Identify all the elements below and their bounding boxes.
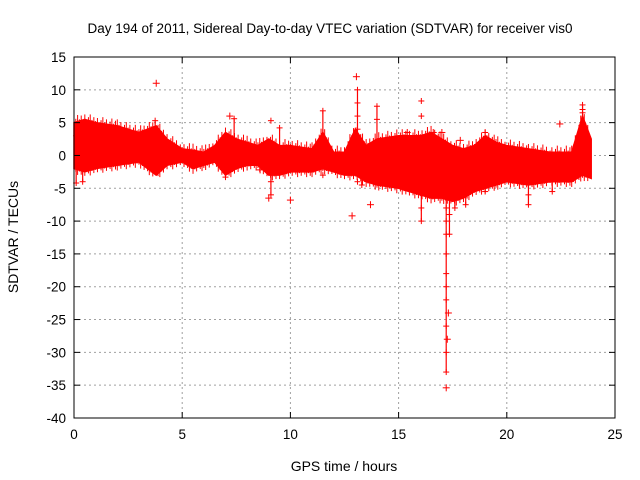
data-point <box>525 191 532 198</box>
data-point <box>482 188 489 195</box>
outlier-point <box>442 384 450 392</box>
outlier-point <box>256 166 264 174</box>
data-point <box>443 296 450 303</box>
data-point <box>354 178 361 185</box>
outlier-point <box>348 212 356 220</box>
x-tick-label: 15 <box>391 427 406 442</box>
data-point <box>418 218 425 225</box>
plot-frame <box>73 56 616 419</box>
outlier-point <box>403 128 411 136</box>
x-tick-label: 5 <box>178 427 186 442</box>
data-point <box>79 178 86 185</box>
data-point <box>418 97 425 104</box>
y-tick-label: -40 <box>46 411 66 426</box>
data-point <box>354 126 361 133</box>
data-point <box>354 86 361 93</box>
data-point <box>319 172 326 179</box>
outlier-point <box>429 128 437 136</box>
x-tick-label: 10 <box>283 427 298 442</box>
data-point <box>267 117 274 124</box>
y-tick-label: 10 <box>51 83 66 98</box>
y-tick-label: -15 <box>46 247 66 262</box>
y-tick-label: 5 <box>58 116 66 131</box>
outlier-point <box>265 194 273 202</box>
y-tick-label: -20 <box>46 280 66 295</box>
data-point <box>341 170 348 177</box>
y-tick-label: -10 <box>46 214 66 229</box>
data-point <box>443 369 450 376</box>
data-point <box>276 124 283 131</box>
y-tick-label: -5 <box>54 181 66 196</box>
outlier-point <box>352 73 360 81</box>
data-point <box>482 129 489 136</box>
outlier-point <box>152 79 160 87</box>
y-axis-label: SDTVAR / TECUs <box>5 181 21 293</box>
data-point <box>354 113 361 120</box>
x-tick-label: 25 <box>607 427 622 442</box>
outlier-point <box>438 128 446 136</box>
data-point <box>549 188 556 195</box>
grid <box>74 57 615 418</box>
data-point <box>152 117 159 124</box>
data-point <box>222 174 229 181</box>
data-point <box>443 250 450 257</box>
data-point <box>418 204 425 211</box>
y-tick-label: -30 <box>46 345 66 360</box>
data-point <box>443 204 450 211</box>
chart-title: Day 194 of 2011, Sidereal Day-to-day VTE… <box>88 21 573 36</box>
outlier-point <box>226 112 234 120</box>
data-point <box>451 204 458 211</box>
outlier-point <box>286 196 294 204</box>
ticks: 0 5 10 15 20 25 15 10 5 0 -5 -10 -15 -20 -25 -30 -35 -40 <box>46 50 622 442</box>
data-point <box>267 178 274 185</box>
data-layer <box>73 73 592 392</box>
outlier-point <box>456 136 464 144</box>
y-tick-label: -25 <box>46 313 66 328</box>
data-point <box>579 109 586 116</box>
data-point <box>152 168 159 175</box>
data-point <box>443 283 450 290</box>
outlier-point <box>443 335 451 343</box>
y-tick-label: 15 <box>51 50 66 65</box>
data-point <box>446 211 453 218</box>
outlier-point <box>444 309 452 317</box>
data-point <box>443 218 450 225</box>
outlier-point <box>366 201 374 209</box>
data-point <box>443 323 450 330</box>
data-point <box>373 103 380 110</box>
data-point <box>462 201 469 208</box>
data-point <box>443 270 450 277</box>
outlier-point <box>556 120 564 128</box>
data-point <box>231 115 238 122</box>
y-tick-label: -35 <box>46 378 66 393</box>
y-tick-label: 0 <box>58 148 66 163</box>
data-point <box>358 181 365 188</box>
data-point <box>319 107 326 114</box>
data-point <box>373 116 380 123</box>
data-streaks <box>73 112 590 206</box>
x-tick-label: 20 <box>499 427 514 442</box>
data-point <box>354 99 361 106</box>
x-tick-label: 0 <box>70 427 78 442</box>
data-point <box>446 231 453 238</box>
data-point <box>418 113 425 120</box>
data-point <box>261 165 268 172</box>
data-point <box>525 201 532 208</box>
x-axis-label: GPS time / hours <box>291 458 398 474</box>
data-point <box>443 349 450 356</box>
